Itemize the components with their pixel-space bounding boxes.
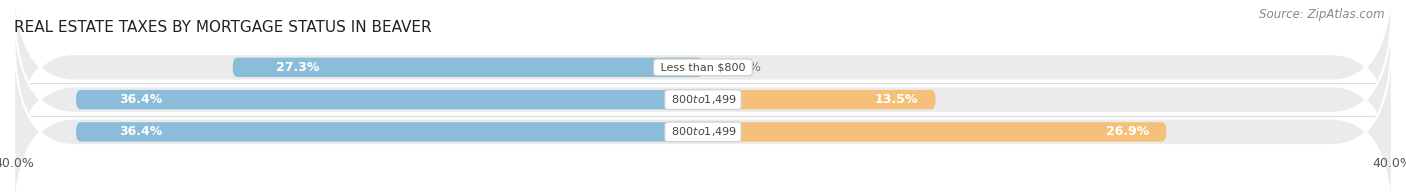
Text: 36.4%: 36.4% <box>120 125 162 138</box>
FancyBboxPatch shape <box>14 32 1392 196</box>
Text: REAL ESTATE TAXES BY MORTGAGE STATUS IN BEAVER: REAL ESTATE TAXES BY MORTGAGE STATUS IN … <box>14 20 432 35</box>
FancyBboxPatch shape <box>14 0 1392 167</box>
Text: $800 to $1,499: $800 to $1,499 <box>668 93 738 106</box>
Text: 0.0%: 0.0% <box>728 61 761 74</box>
Text: Source: ZipAtlas.com: Source: ZipAtlas.com <box>1260 8 1385 21</box>
Text: 36.4%: 36.4% <box>120 93 162 106</box>
FancyBboxPatch shape <box>703 90 935 109</box>
FancyBboxPatch shape <box>76 122 703 142</box>
Text: 27.3%: 27.3% <box>276 61 319 74</box>
Text: Less than $800: Less than $800 <box>657 62 749 72</box>
FancyBboxPatch shape <box>76 90 703 109</box>
Text: $800 to $1,499: $800 to $1,499 <box>668 125 738 138</box>
Text: 13.5%: 13.5% <box>875 93 918 106</box>
FancyBboxPatch shape <box>14 0 1392 196</box>
FancyBboxPatch shape <box>703 122 1167 142</box>
FancyBboxPatch shape <box>233 58 703 77</box>
Text: 26.9%: 26.9% <box>1107 125 1149 138</box>
